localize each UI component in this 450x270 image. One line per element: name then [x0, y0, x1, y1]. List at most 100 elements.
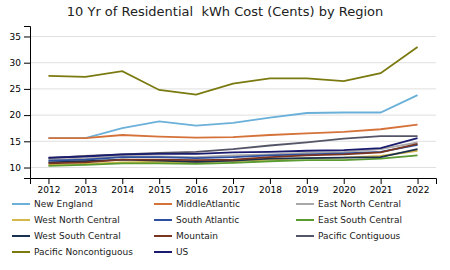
- grid-line: [30, 115, 436, 116]
- axis-line: [31, 179, 437, 185]
- legend-item: East South Central: [296, 215, 402, 225]
- tick-label: 35: [10, 32, 21, 42]
- legend-item: MiddleAtlantic: [154, 199, 240, 209]
- tick-mark: [418, 178, 419, 184]
- legend-swatch: [154, 235, 172, 237]
- legend-swatch: [12, 203, 30, 205]
- legend-item: New England: [12, 199, 93, 209]
- tick-mark: [159, 178, 160, 184]
- tick-mark: [24, 115, 30, 116]
- tick-label: 2021: [370, 185, 393, 195]
- legend-label: Pacific Contiguous: [318, 231, 401, 241]
- tick-mark: [344, 178, 345, 184]
- tick: 2017: [222, 178, 245, 195]
- tick-mark: [24, 141, 30, 142]
- tick-label: 2012: [38, 185, 61, 195]
- tick-label: 2022: [407, 185, 430, 195]
- tick-label: 15: [10, 137, 21, 147]
- legend-item: South Atlantic: [154, 215, 239, 225]
- tick: 2015: [148, 178, 171, 195]
- tick: 20: [10, 110, 30, 120]
- tick: 2013: [74, 178, 97, 195]
- legend-swatch: [296, 235, 314, 237]
- legend-label: US: [176, 247, 189, 257]
- tick-label: 2015: [148, 185, 171, 195]
- tick: 35: [10, 32, 30, 42]
- legend-label: East North Central: [318, 199, 401, 209]
- tick: 2021: [370, 178, 393, 195]
- tick-mark: [270, 178, 271, 184]
- tick-mark: [24, 36, 30, 37]
- tick-label: 2019: [296, 185, 319, 195]
- tick-mark: [24, 63, 30, 64]
- tick-label: 20: [10, 110, 22, 120]
- chart: 10 Yr of Residential kWh Cost (Cents) by…: [0, 0, 450, 270]
- series-line: [48, 144, 417, 163]
- lines: [48, 47, 417, 166]
- x-axis: 2012 2013 2014 2015 2016 2017 2018 2019 2020 2021…: [31, 178, 437, 195]
- legend-label: West North Central: [34, 215, 120, 225]
- legend-item: East North Central: [296, 199, 401, 209]
- legend-swatch: [296, 203, 314, 205]
- tick: 2019: [296, 178, 319, 195]
- grid-line: [30, 141, 436, 142]
- legend-swatch: [154, 219, 172, 221]
- legend-swatch: [12, 219, 30, 221]
- tick-label: 10: [10, 163, 22, 173]
- legend-label: Pacific Noncontiguous: [34, 247, 133, 257]
- legend-swatch: [154, 203, 172, 205]
- tick: 15: [10, 137, 30, 147]
- tick-label: 2016: [185, 185, 208, 195]
- grid-line: [30, 88, 436, 89]
- tick-label: 2020: [333, 185, 356, 195]
- y-axis: 10 15 20 25 30 35: [10, 27, 31, 179]
- legend-label: Mountain: [176, 231, 218, 241]
- series-line: [48, 138, 417, 157]
- legend-swatch: [12, 251, 30, 253]
- legend-swatch: [296, 219, 314, 221]
- legend-item: West North Central: [12, 215, 120, 225]
- title: 10 Yr of Residential kWh Cost (Cents) by…: [67, 4, 383, 19]
- grid-line: [30, 167, 436, 168]
- tick-label: 2014: [111, 185, 134, 195]
- tick-mark: [307, 178, 308, 184]
- legend-swatch: [12, 235, 30, 237]
- legend-label: New England: [34, 199, 93, 209]
- legend-item: Pacific Contiguous: [296, 231, 401, 241]
- tick: 2012: [38, 178, 61, 195]
- legend-item: West South Central: [12, 231, 121, 241]
- axis-line: [24, 27, 31, 179]
- tick-mark: [24, 89, 30, 90]
- legend-item: Pacific Noncontiguous: [12, 247, 133, 257]
- grid-line: [30, 62, 436, 63]
- tick-mark: [381, 178, 382, 184]
- series-line: [48, 47, 417, 95]
- legend-item: Mountain: [154, 231, 218, 241]
- legend-label: MiddleAtlantic: [176, 199, 240, 209]
- series-line: [48, 136, 417, 158]
- tick: 2022: [407, 178, 430, 195]
- tick: 2014: [111, 178, 134, 195]
- tick-mark: [85, 178, 86, 184]
- tick-label: 2017: [222, 185, 245, 195]
- legend-label: South Atlantic: [176, 215, 239, 225]
- legend-swatch: [154, 251, 172, 253]
- series-line: [48, 125, 417, 139]
- legend-item: US: [154, 247, 189, 257]
- series-line: [48, 95, 417, 138]
- tick-label: 2018: [259, 185, 282, 195]
- legend-label: West South Central: [34, 231, 121, 241]
- tick: 2020: [333, 178, 356, 195]
- legend: New England MiddleAtlantic East North Cent…: [12, 199, 402, 257]
- tick: 2016: [185, 178, 208, 195]
- tick: 30: [10, 58, 30, 68]
- tick: 25: [10, 84, 30, 94]
- tick: 2018: [259, 178, 282, 195]
- tick-mark: [122, 178, 123, 184]
- grid: [30, 36, 436, 167]
- legend-label: East South Central: [318, 215, 402, 225]
- grid-line: [30, 36, 436, 37]
- tick-label: 2013: [74, 185, 97, 195]
- tick-mark: [24, 168, 30, 169]
- tick: 10: [10, 163, 30, 173]
